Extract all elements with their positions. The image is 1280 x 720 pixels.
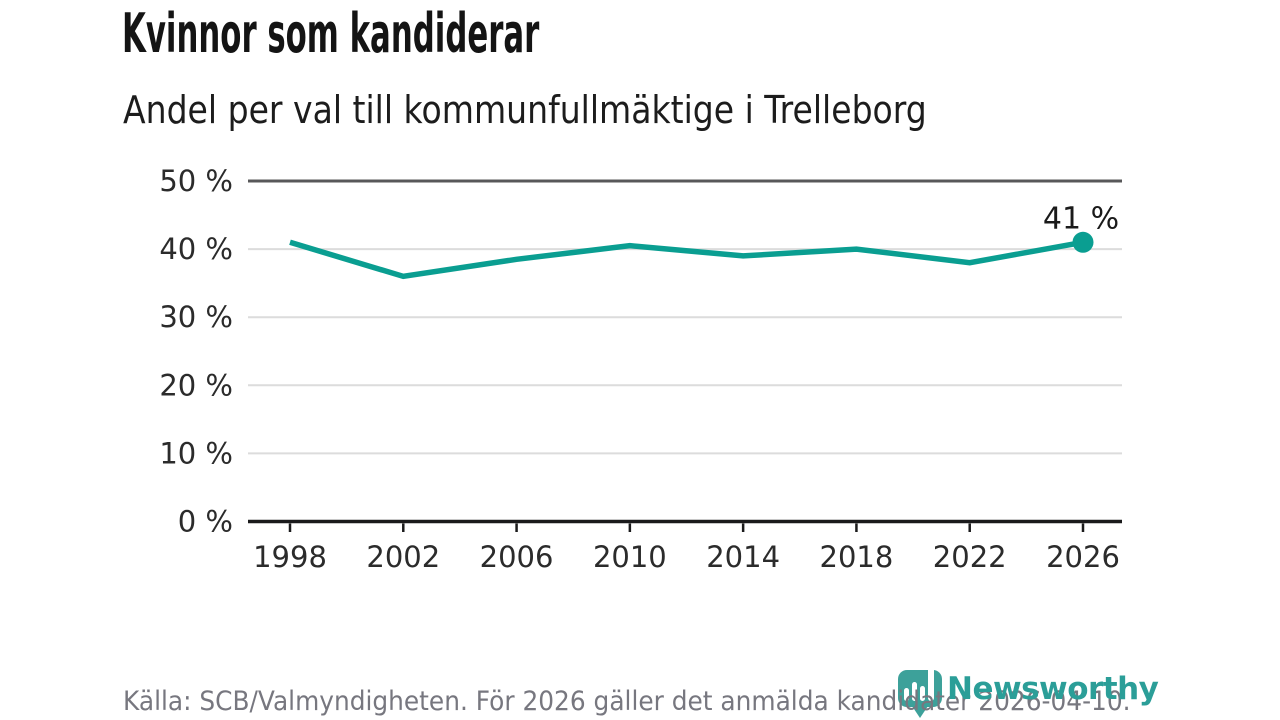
x-tick-label: 2014 — [706, 540, 780, 574]
y-tick-label: 30 % — [159, 300, 233, 334]
last-point-value-label: 41 % — [1043, 201, 1119, 236]
y-tick-label: 50 % — [159, 164, 233, 198]
data-line-andel-kvinnor-som-kandiderar — [289, 239, 1084, 280]
x-tick-label: 2002 — [366, 540, 440, 574]
x-tick-label: 2018 — [820, 540, 894, 574]
chart-title: Kvinnor som kandiderar — [122, 2, 540, 65]
last-point-marker — [1072, 231, 1094, 253]
source-note: Källa: SCB/Valmyndigheten. För 2026 gäll… — [123, 686, 1131, 717]
newsworthy-icon — [898, 666, 942, 718]
x-tick-label: 2006 — [480, 540, 554, 574]
y-tick-label: 40 % — [159, 232, 233, 266]
y-tick-label: 20 % — [159, 368, 233, 402]
newsworthy-wordmark: Newsworthy — [947, 671, 1159, 707]
x-tick-label: 2022 — [933, 540, 1007, 574]
y-tick-label: 0 % — [178, 505, 233, 539]
y-tick-label: 10 % — [159, 436, 233, 470]
x-tick-label: 1998 — [253, 540, 327, 574]
x-tick-label: 2010 — [593, 540, 667, 574]
x-tick-label: 2026 — [1046, 540, 1120, 574]
chart-subtitle: Andel per val till kommunfullmäktige i T… — [123, 88, 927, 132]
